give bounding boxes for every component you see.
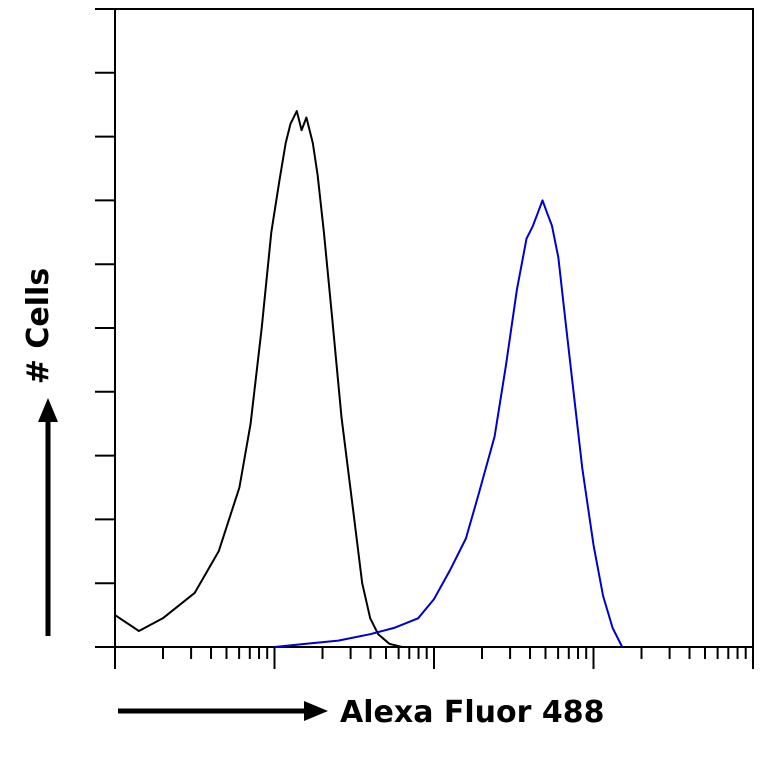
- series-line-2: [274, 199, 624, 648]
- y-axis-ticks: [95, 8, 115, 648]
- y-axis-title: # Cells: [21, 268, 56, 384]
- x-axis-ticks: [114, 647, 754, 669]
- x-axis-title: Alexa Fluor 488: [340, 695, 605, 730]
- series-layer: [114, 110, 624, 648]
- series-line-1: [114, 110, 403, 648]
- x-axis-arrow: [118, 701, 328, 721]
- plot-frame: [114, 8, 754, 648]
- y-axis-arrow: [38, 398, 58, 636]
